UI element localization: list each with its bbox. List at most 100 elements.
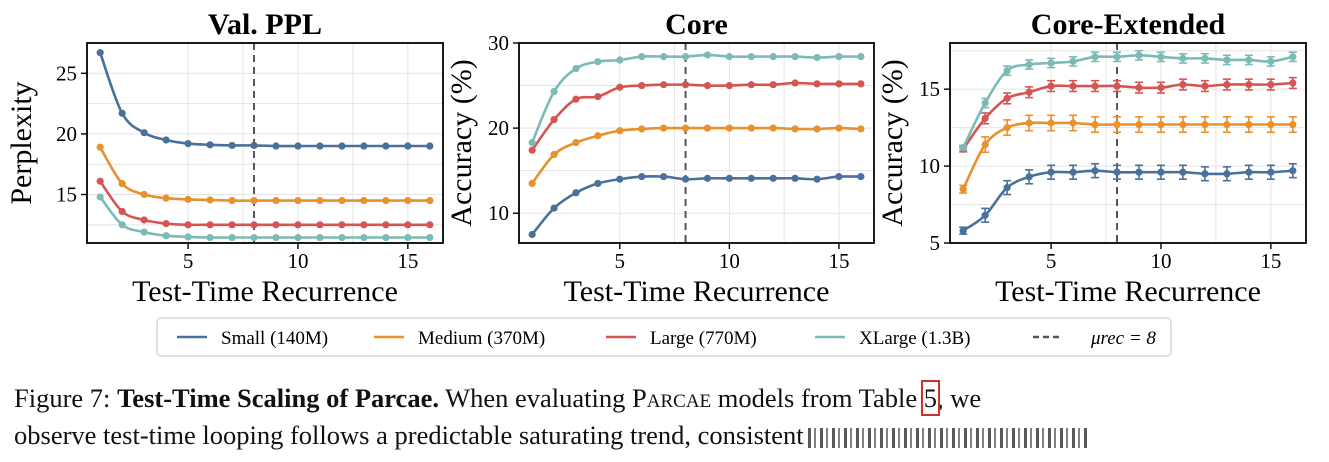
caption-text-line-2: observe test-time looping follows a pred… (14, 420, 804, 450)
data-point (1025, 119, 1033, 127)
y-tick-label: 25 (56, 61, 77, 85)
data-point (1245, 56, 1253, 64)
data-point (959, 144, 967, 152)
data-point (1069, 57, 1077, 66)
y-tick-label: 30 (488, 31, 509, 55)
data-point (747, 124, 755, 132)
data-point (1179, 80, 1187, 89)
data-point (550, 204, 558, 212)
series-large (96, 177, 434, 229)
data-point (1289, 120, 1297, 129)
data-point (404, 142, 412, 150)
y-axis-label: Perplexity (5, 81, 38, 204)
x-tick-label: 5 (183, 249, 194, 273)
plot-frame (518, 42, 875, 244)
data-point (316, 233, 324, 242)
data-point (857, 125, 865, 133)
caption-text-3: , we (936, 383, 982, 413)
series-line (99, 196, 430, 239)
legend-label: μrec = 8 (1090, 328, 1156, 349)
data-point (616, 56, 624, 64)
data-point (528, 138, 536, 147)
data-point (638, 125, 646, 133)
x-tick-label: 5 (615, 249, 626, 273)
caption-figure-number: Figure 7: (14, 383, 111, 413)
data-point (228, 196, 236, 205)
x-tick-label: 10 (287, 249, 308, 273)
data-point (528, 230, 536, 239)
redacted-text (807, 427, 1088, 448)
y-tick-label: 10 (488, 201, 509, 225)
table-reference-link[interactable]: 5 (920, 380, 941, 416)
data-point (426, 221, 434, 229)
series-line (962, 53, 1294, 149)
x-tick-label: 15 (828, 249, 849, 273)
data-point (360, 233, 368, 242)
data-point (528, 179, 536, 188)
x-axis-label: Test-Time Recurrence (564, 275, 830, 308)
data-point (769, 174, 777, 182)
data-point (638, 173, 646, 181)
data-point (835, 173, 843, 181)
data-point (118, 207, 126, 216)
data-point (1135, 51, 1143, 59)
legend-item: Large (770M) (606, 328, 757, 349)
series-line (99, 180, 430, 227)
data-point (162, 136, 170, 144)
data-point (162, 194, 170, 202)
data-point (616, 83, 624, 91)
data-point (660, 53, 668, 61)
data-point (316, 221, 324, 229)
data-point (250, 196, 258, 205)
data-point (96, 143, 104, 151)
data-point (1113, 120, 1121, 129)
data-point (294, 221, 302, 229)
data-point (272, 221, 280, 229)
data-point (360, 142, 368, 150)
series-xlarge (528, 51, 865, 147)
data-point (1245, 80, 1253, 89)
data-point (1157, 168, 1165, 176)
data-point (360, 196, 368, 205)
data-point (1157, 120, 1165, 129)
data-point (272, 142, 280, 150)
data-point (206, 233, 214, 242)
data-point (857, 80, 865, 88)
legend-item: Medium (370M) (374, 328, 545, 349)
data-point (250, 141, 258, 150)
legend-box (156, 317, 1172, 357)
y-tick-label: 20 (56, 122, 77, 146)
data-point (426, 142, 434, 150)
data-point (550, 150, 558, 159)
plot-frame (86, 42, 444, 244)
data-point (162, 220, 170, 228)
series-line (98, 52, 430, 148)
y-axis-label: Accuracy (%) (445, 59, 478, 226)
data-point (206, 196, 214, 204)
data-point (616, 175, 624, 183)
series-medium (96, 143, 434, 205)
data-point (426, 196, 434, 205)
series-line (962, 81, 1293, 150)
caption-text-1: When evaluating (445, 383, 626, 413)
data-point (1025, 88, 1033, 96)
x-tick-label: 5 (1046, 249, 1057, 273)
data-point (959, 227, 967, 235)
data-point (1289, 79, 1297, 87)
series-line (531, 126, 861, 185)
y-tick-label: 10 (919, 154, 940, 178)
data-point (118, 109, 126, 117)
data-point (1091, 82, 1099, 90)
data-point (1201, 120, 1209, 129)
caption-line-1: Figure 7: Test-Time Scaling of Parcae. W… (14, 380, 1319, 417)
data-point (1113, 168, 1121, 176)
data-point (1069, 82, 1077, 90)
data-point (1267, 120, 1275, 129)
y-axis-label: Accuracy (%) (876, 59, 909, 226)
panel-title: Val. PPL (208, 8, 322, 41)
data-point (184, 221, 192, 229)
data-point (572, 95, 580, 103)
data-point (660, 81, 668, 89)
data-point (572, 189, 580, 197)
data-point (338, 142, 346, 150)
